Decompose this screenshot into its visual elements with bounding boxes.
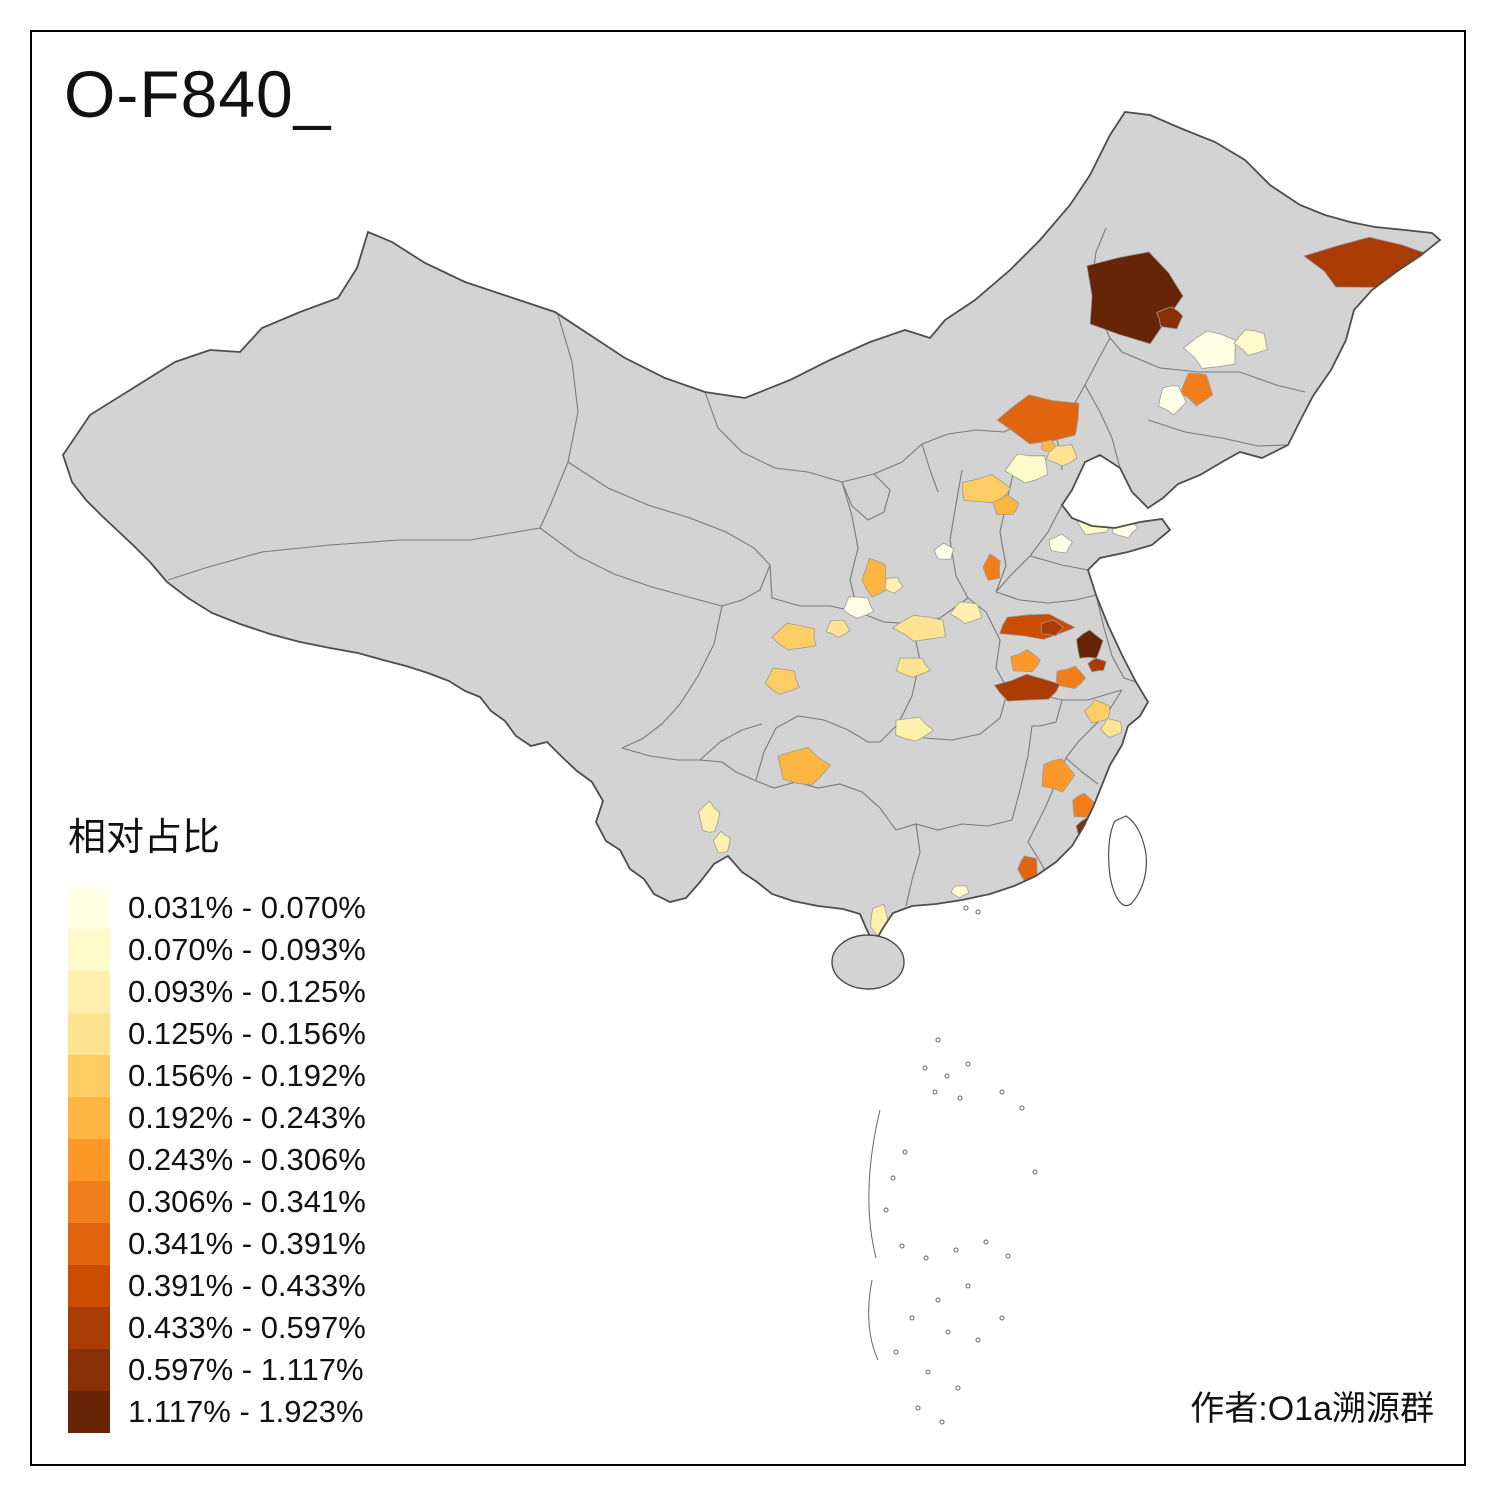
legend-row: 0.243% - 0.306% (68, 1139, 366, 1181)
map-region-r12 (992, 494, 1020, 516)
legend-label: 0.156% - 0.192% (128, 1058, 366, 1093)
legend-swatch (68, 1265, 110, 1307)
map-region-r33 (895, 657, 932, 678)
legend-swatch (68, 929, 110, 971)
legend-label: 0.341% - 0.391% (128, 1226, 366, 1261)
taiwan-island (1108, 815, 1147, 907)
map-region-r23 (1076, 629, 1104, 659)
map-region-r29 (1099, 718, 1123, 739)
map-region-r39 (1072, 792, 1096, 819)
map-region-r38 (1041, 758, 1076, 793)
map-region-r7 (996, 394, 1080, 445)
map-region-r47 (1141, 715, 1151, 724)
legend-swatch (68, 1223, 110, 1265)
map-region-r35 (777, 746, 832, 786)
legend-label: 0.243% - 0.306% (128, 1142, 366, 1177)
legend-label: 0.192% - 0.243% (128, 1100, 366, 1135)
map-region-r18 (843, 596, 875, 619)
legend-label: 0.433% - 0.597% (128, 1310, 366, 1345)
legend-row: 0.192% - 0.243% (68, 1097, 366, 1139)
map-region-r1 (1086, 251, 1184, 345)
legend-swatch (68, 1139, 110, 1181)
map-region-r46 (884, 577, 904, 594)
legend-row: 0.093% - 0.125% (68, 971, 366, 1013)
legend-swatch (68, 971, 110, 1013)
legend-swatch (68, 1391, 110, 1433)
legend-swatch (68, 1349, 110, 1391)
map-region-r19 (891, 614, 947, 642)
legend-label: 0.070% - 0.093% (128, 932, 366, 967)
map-region-r30 (1144, 704, 1156, 717)
legend-swatch (68, 1307, 110, 1349)
map-region-r1b (1156, 306, 1184, 330)
legend-swatch (68, 1055, 110, 1097)
hainan-island (831, 934, 905, 990)
legend-label: 0.031% - 0.070% (128, 890, 366, 925)
map-region-r31 (771, 622, 817, 651)
map-region-r16 (982, 553, 1001, 581)
legend-row: 0.391% - 0.433% (68, 1265, 366, 1307)
legend-row: 1.117% - 1.923% (68, 1391, 366, 1433)
map-region-r43 (950, 885, 970, 899)
map-region-r41 (1089, 831, 1105, 851)
page-title: O-F840_ (64, 57, 332, 131)
map-region-r5 (1180, 372, 1214, 407)
map-region-r37 (712, 830, 731, 853)
map-region-r3 (1182, 330, 1236, 369)
attribution-text: 作者:O1a溯源群 (1190, 1390, 1434, 1428)
legend-label: 0.597% - 1.117% (128, 1352, 364, 1387)
legend-label: 0.306% - 0.341% (128, 1184, 366, 1219)
legend-items: 0.031% - 0.070% 0.070% - 0.093% 0.093% -… (68, 887, 366, 1433)
legend-swatch (68, 1013, 110, 1055)
map-region-r27 (993, 673, 1061, 702)
legend: 相对占比 0.031% - 0.070% 0.070% - 0.093% 0.0… (68, 806, 366, 1433)
map-region-r4 (1233, 329, 1268, 356)
map-region-r6 (1158, 385, 1187, 416)
legend-row: 0.433% - 0.597% (68, 1307, 366, 1349)
legend-swatch (68, 1097, 110, 1139)
sea-islands (868, 905, 1038, 1425)
map-region-r25 (1055, 665, 1087, 689)
legend-swatch (68, 1181, 110, 1223)
map-region-r20 (949, 601, 983, 625)
map-region-r22 (1040, 619, 1064, 637)
map-region-r24 (1087, 657, 1107, 673)
map-region-r48 (933, 542, 955, 560)
map-region-r15 (1048, 533, 1074, 554)
map-region-r17 (861, 557, 889, 598)
map-region-r8 (1004, 453, 1048, 484)
legend-row: 0.306% - 0.341% (68, 1181, 366, 1223)
map-region-r28 (1083, 699, 1110, 724)
legend-row: 0.125% - 0.156% (68, 1013, 366, 1055)
map-region-r34 (895, 716, 935, 742)
legend-row: 0.070% - 0.093% (68, 929, 366, 971)
legend-label: 0.391% - 0.433% (128, 1268, 366, 1303)
map-region-r36 (698, 800, 721, 833)
map-region-r26 (1010, 649, 1041, 673)
legend-row: 0.031% - 0.070% (68, 887, 366, 929)
legend-title: 相对占比 (68, 817, 221, 859)
map-region-r45 (825, 619, 851, 638)
legend-swatch (68, 887, 110, 929)
legend-label: 1.117% - 1.923% (128, 1394, 364, 1429)
legend-label: 0.093% - 0.125% (128, 974, 366, 1009)
legend-row: 0.597% - 1.117% (68, 1349, 366, 1391)
map-region-r32 (764, 667, 801, 695)
legend-label: 0.125% - 0.156% (128, 1016, 366, 1051)
legend-row: 0.156% - 0.192% (68, 1055, 366, 1097)
map-region-r10 (1040, 439, 1056, 453)
legend-row: 0.341% - 0.391% (68, 1223, 366, 1265)
